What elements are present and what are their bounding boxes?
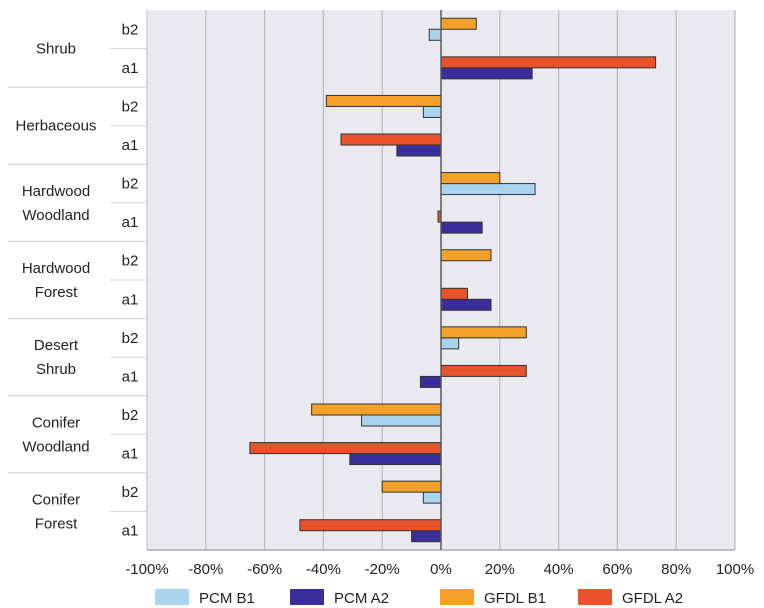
bar (440, 326, 527, 339)
gridlines (146, 10, 736, 551)
x-tick-label: 0% (430, 561, 452, 578)
bar (422, 105, 442, 118)
bar (440, 17, 477, 30)
legend: PCM B1 PCM A2 GFDL B1 GFDL A2 (155, 589, 683, 607)
category-labels: Shrub b2 a1 Herbaceous b2 a1 Hardwood Woodland b… (8, 10, 148, 550)
x-tick-label: -100% (125, 561, 168, 578)
bar (299, 519, 442, 532)
legend-label: GFDL A2 (622, 590, 683, 607)
group-label: Shrub (36, 41, 76, 58)
group-label: Forest (35, 515, 78, 532)
bar (440, 364, 527, 377)
legend-swatch (578, 589, 612, 605)
bar (440, 298, 492, 311)
bar (440, 221, 483, 234)
x-tick-label: -80% (188, 561, 223, 578)
x-tick-label: -40% (306, 561, 341, 578)
bar (361, 414, 442, 427)
legend-label: PCM B1 (199, 590, 255, 607)
group-label: Conifer (32, 491, 80, 508)
bar (440, 287, 468, 300)
group-label: Woodland (22, 438, 89, 455)
row-label: b2 (122, 484, 139, 501)
row-label: b2 (122, 407, 139, 424)
row-label: a1 (122, 60, 139, 77)
group-label: Forest (35, 284, 78, 301)
bar (440, 337, 460, 350)
group-label: Hardwood (22, 183, 90, 200)
legend-label: GFDL B1 (484, 590, 546, 607)
bar (440, 67, 533, 80)
group-label: Conifer (32, 414, 80, 431)
x-tick-label: 80% (661, 561, 691, 578)
group-label: Shrub (36, 361, 76, 378)
bar (396, 144, 442, 157)
bar (340, 133, 442, 146)
legend-label: PCM A2 (334, 590, 389, 607)
bar (381, 480, 442, 493)
bar (419, 375, 442, 388)
x-tick-label: -20% (365, 561, 400, 578)
row-label: b2 (122, 98, 139, 115)
bar (440, 249, 492, 262)
bar (411, 530, 442, 543)
legend-swatch (290, 589, 324, 605)
x-tick-label: 100% (716, 561, 754, 578)
row-label: b2 (122, 253, 139, 270)
bar (428, 28, 442, 41)
x-tick-label: -60% (247, 561, 282, 578)
x-tick-label: 60% (602, 561, 632, 578)
legend-swatch (440, 589, 474, 605)
bar (422, 491, 442, 504)
row-label: a1 (122, 523, 139, 540)
x-axis-ticks: -100% -80% -60% -40% -20% 0% 20% 40% 60% 80% 100% (125, 561, 754, 578)
bar (311, 403, 442, 416)
bar (349, 453, 442, 466)
row-label: b2 (122, 21, 139, 38)
bar (440, 56, 657, 69)
x-tick-label: 20% (485, 561, 515, 578)
bar (249, 442, 442, 455)
bar (440, 172, 501, 185)
row-label: a1 (122, 368, 139, 385)
row-label: a1 (122, 214, 139, 231)
group-label: Hardwood (22, 260, 90, 277)
row-label: b2 (122, 176, 139, 193)
row-label: a1 (122, 137, 139, 154)
group-label: Herbaceous (16, 118, 97, 135)
group-label: Woodland (22, 207, 89, 224)
legend-swatch (155, 589, 189, 605)
row-label: a1 (122, 446, 139, 463)
row-label: b2 (122, 330, 139, 347)
group-label: Desert (34, 337, 79, 354)
bar (440, 183, 536, 196)
bar (325, 94, 442, 107)
bars (249, 10, 657, 550)
row-label: a1 (122, 291, 139, 308)
x-tick-label: 40% (544, 561, 574, 578)
